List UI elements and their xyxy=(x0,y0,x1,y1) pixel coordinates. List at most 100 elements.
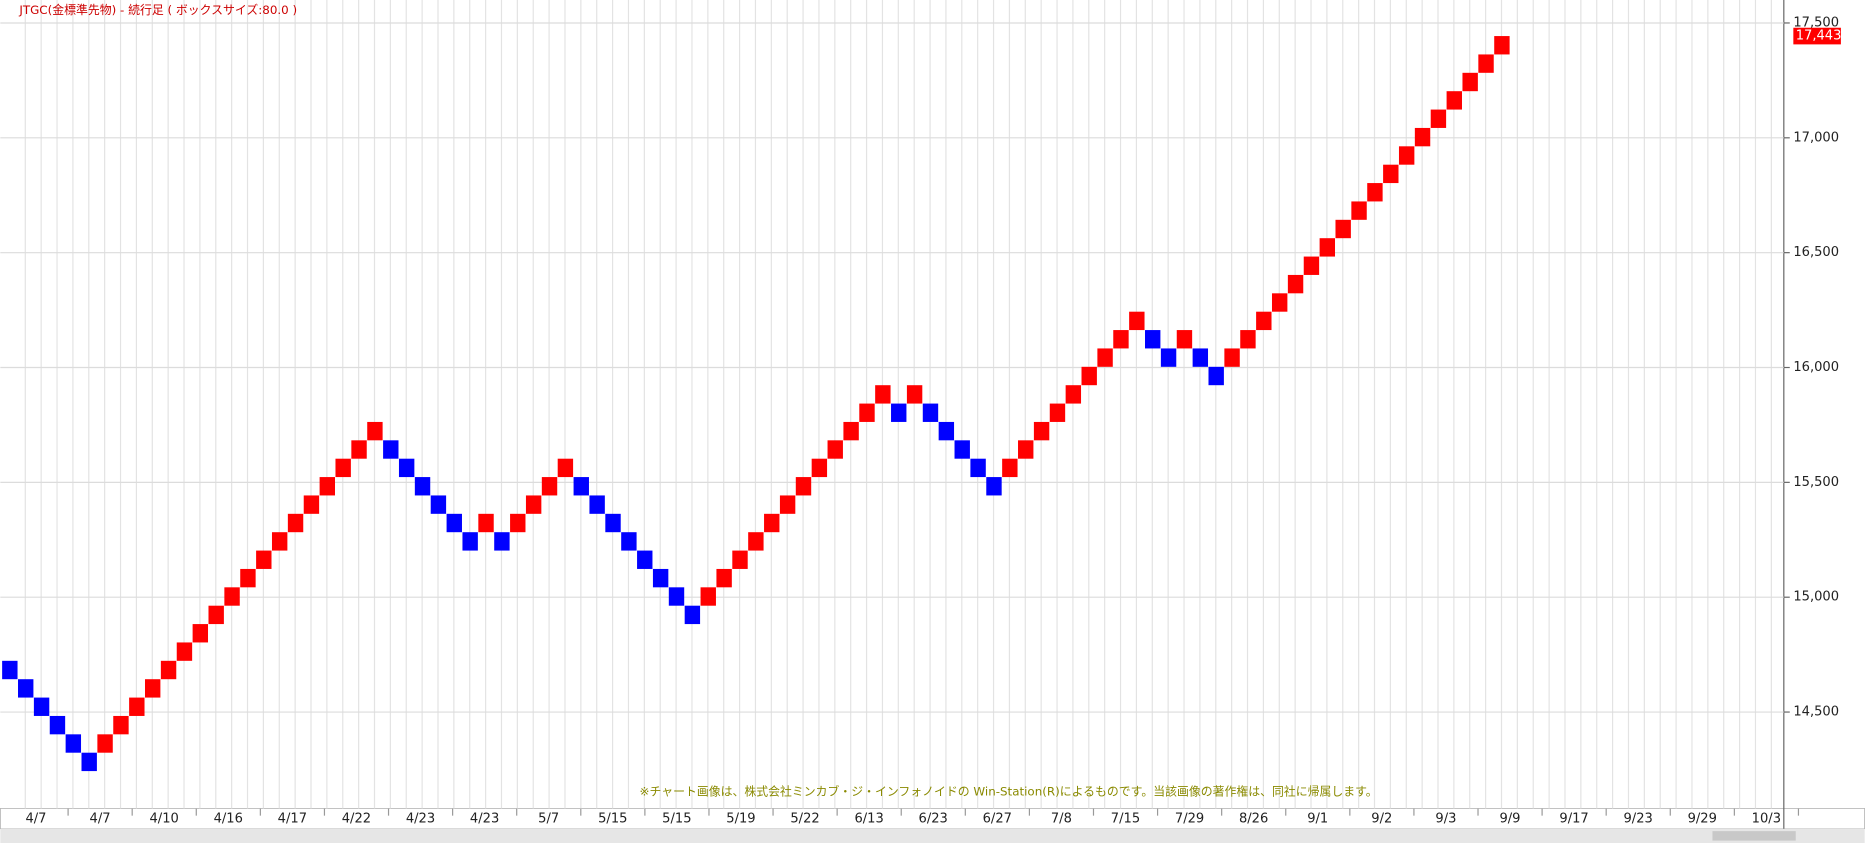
brick xyxy=(430,495,447,514)
x-tick-label: 5/15 xyxy=(598,812,627,827)
x-tick-label: 7/29 xyxy=(1175,812,1204,827)
brick xyxy=(1303,256,1320,275)
x-tick-label: 9/2 xyxy=(1371,812,1392,827)
brick xyxy=(1033,421,1050,441)
brick xyxy=(1129,311,1145,331)
brick xyxy=(208,605,224,625)
brick xyxy=(1097,348,1113,367)
brick xyxy=(192,624,209,643)
brick xyxy=(684,605,701,625)
brick xyxy=(1160,348,1177,367)
brick xyxy=(1192,348,1209,367)
brick xyxy=(922,403,939,422)
x-tick-label: 8/26 xyxy=(1239,812,1268,827)
x-tick-label: 9/23 xyxy=(1623,812,1652,827)
brick xyxy=(748,532,764,551)
x-tick-label: 4/17 xyxy=(278,812,307,827)
brick xyxy=(1002,458,1018,478)
x-tick-label: 9/3 xyxy=(1435,812,1456,827)
brick xyxy=(1081,366,1097,386)
scrollbar[interactable] xyxy=(0,828,1865,843)
brick xyxy=(668,587,685,606)
x-tick-label: 10/3 xyxy=(1752,812,1781,827)
brick xyxy=(875,385,891,404)
x-tick-label: 6/13 xyxy=(854,812,883,827)
brick xyxy=(891,403,907,422)
brick xyxy=(1414,127,1431,147)
brick xyxy=(843,421,859,441)
brick xyxy=(938,421,955,441)
brick xyxy=(1145,330,1161,349)
scroll-thumb[interactable] xyxy=(1712,831,1796,841)
x-tick-label: 7/15 xyxy=(1111,812,1140,827)
x-tick-label: 5/15 xyxy=(662,812,691,827)
brick xyxy=(510,513,526,533)
x-tick-label: 4/22 xyxy=(342,812,371,827)
brick xyxy=(367,421,383,441)
x-tick-label: 4/7 xyxy=(25,812,46,827)
x-tick-label: 6/23 xyxy=(919,812,948,827)
brick xyxy=(541,477,558,496)
y-tick-label: 17,500 xyxy=(1793,15,1839,30)
brick xyxy=(1351,201,1367,220)
brick xyxy=(589,495,605,514)
brick xyxy=(2,660,18,680)
brick xyxy=(827,440,843,459)
brick xyxy=(811,458,828,478)
y-tick-label: 15,500 xyxy=(1793,475,1839,490)
brick xyxy=(1049,403,1066,422)
y-tick-label: 16,000 xyxy=(1793,360,1839,375)
brick xyxy=(779,495,796,514)
brick xyxy=(33,697,50,716)
y-tick-label: 16,500 xyxy=(1793,245,1839,260)
x-tick-label: 5/7 xyxy=(538,812,559,827)
x-tick-label: 9/29 xyxy=(1688,812,1717,827)
x-tick-label: 4/23 xyxy=(470,812,499,827)
brick xyxy=(1462,72,1478,92)
brick xyxy=(398,458,415,478)
brick xyxy=(113,715,129,735)
brick xyxy=(1018,440,1034,459)
brick xyxy=(859,403,875,422)
last-price-label: 17,443 xyxy=(1796,29,1842,44)
last-price-box xyxy=(1793,27,1841,45)
brick xyxy=(764,513,780,533)
brick xyxy=(795,477,812,496)
x-tick-label: 9/17 xyxy=(1559,812,1588,827)
brick xyxy=(414,477,431,496)
brick xyxy=(494,532,510,551)
brick xyxy=(144,679,161,698)
x-tick-label: 5/22 xyxy=(790,812,819,827)
brick xyxy=(1335,219,1351,239)
brick xyxy=(1208,366,1224,386)
brick xyxy=(1383,164,1399,184)
brick xyxy=(271,532,288,551)
brick xyxy=(1367,183,1383,202)
brick xyxy=(1240,330,1256,349)
brick xyxy=(81,752,97,772)
brick xyxy=(621,532,637,551)
brick xyxy=(49,715,66,735)
brick xyxy=(637,550,653,569)
brick xyxy=(446,513,462,533)
brick xyxy=(303,495,320,514)
y-tick-label: 17,000 xyxy=(1793,130,1839,145)
x-tick-label: 4/16 xyxy=(214,812,243,827)
brick xyxy=(1271,293,1288,312)
x-tick-label: 9/1 xyxy=(1307,812,1328,827)
x-tick-label: 4/10 xyxy=(149,812,178,827)
brick xyxy=(319,477,335,496)
brick xyxy=(160,660,177,680)
brick xyxy=(1494,36,1510,55)
brick xyxy=(351,440,367,459)
brick xyxy=(652,568,669,588)
x-tick-label: 7/8 xyxy=(1051,812,1072,827)
brick xyxy=(1446,91,1462,110)
x-tick-label: 4/23 xyxy=(406,812,435,827)
brick xyxy=(573,477,589,496)
brick xyxy=(1319,238,1336,257)
brick xyxy=(1478,54,1494,73)
brick xyxy=(1113,330,1129,349)
brick xyxy=(1176,330,1193,349)
